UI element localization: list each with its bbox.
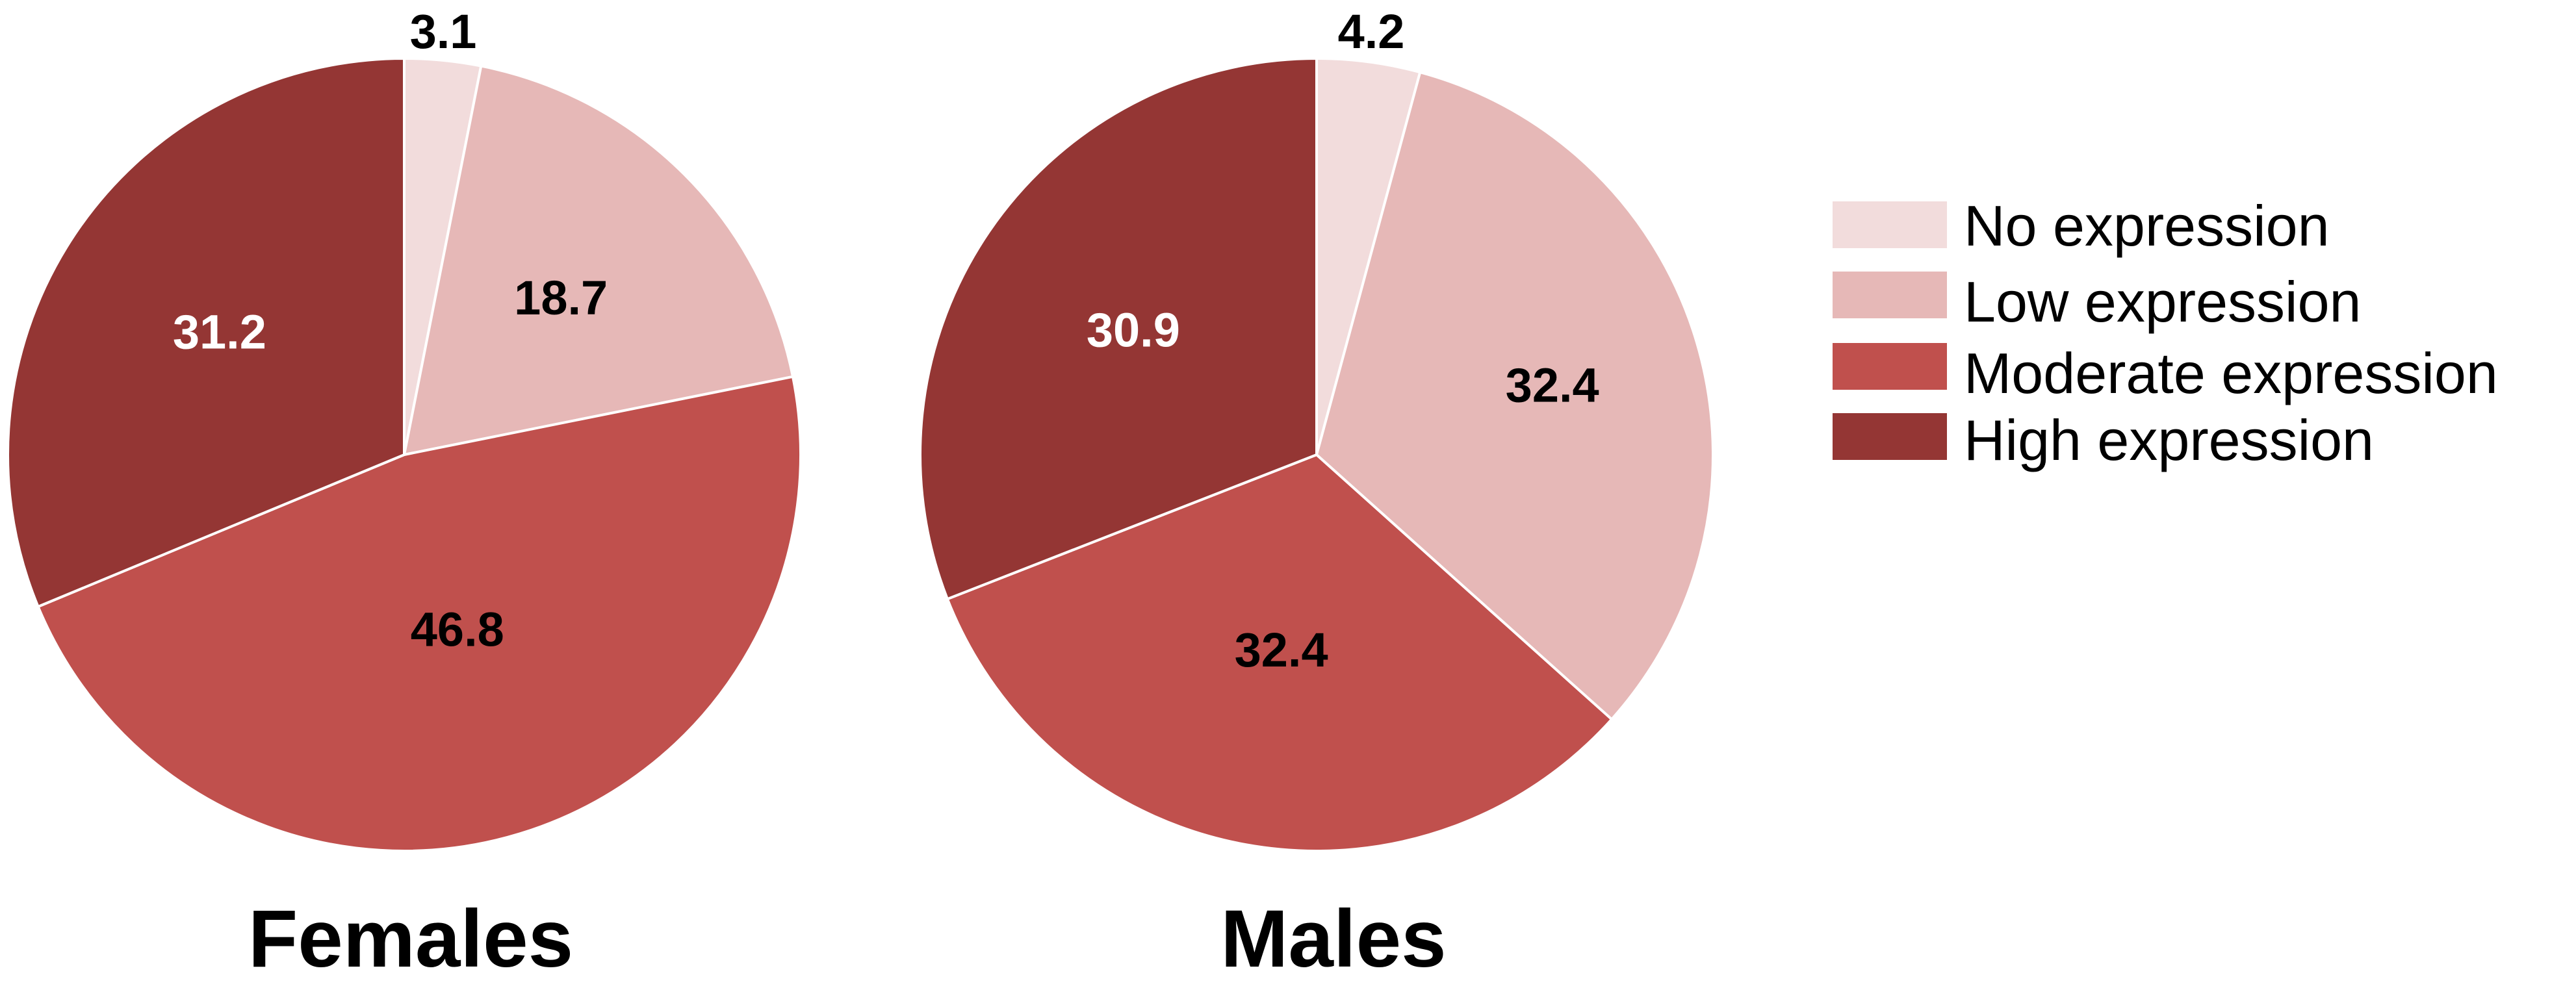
- legend-swatch-moderate-expression: [1833, 343, 1947, 390]
- legend-label-high-expression: High expression: [1964, 408, 2374, 472]
- slice-label-moderate-expression: 46.8: [411, 602, 504, 656]
- pie-chart-males: 4.2 32.4 32.4 30.9: [919, 5, 1714, 852]
- legend-label-no-expression: No expression: [1964, 194, 2330, 258]
- slice-label-low-expression: 32.4: [1506, 359, 1599, 412]
- legend-item-low-expression: Low expression: [1833, 270, 2361, 334]
- pie-slice-low-expression: [402, 64, 795, 457]
- slice-label-no-expression: 3.1: [410, 5, 477, 58]
- slice-label-no-expression: 4.2: [1338, 5, 1405, 58]
- legend-item-moderate-expression: Moderate expression: [1833, 341, 2498, 405]
- pie-title-males: Males: [1220, 894, 1446, 984]
- slice-label-high-expression: 30.9: [1087, 303, 1180, 357]
- legend-label-low-expression: Low expression: [1964, 270, 2361, 334]
- legend-item-high-expression: High expression: [1833, 408, 2374, 472]
- slice-label-high-expression: 31.2: [173, 305, 266, 359]
- legend-swatch-low-expression: [1833, 272, 1947, 318]
- legend-swatch-no-expression: [1833, 201, 1947, 248]
- pie-slice-moderate-expression: [36, 375, 802, 852]
- legend-item-no-expression: No expression: [1833, 194, 2330, 258]
- slice-label-moderate-expression: 32.4: [1235, 623, 1328, 677]
- legend-swatch-high-expression: [1833, 413, 1947, 460]
- pie-slice-low-expression: [1315, 70, 1714, 722]
- slice-label-low-expression: 18.7: [514, 271, 608, 325]
- pie-slice-high-expression: [919, 57, 1318, 601]
- pie-title-females: Females: [248, 894, 573, 984]
- legend: No expression Low expression Moderate ex…: [1833, 194, 2498, 472]
- pie-slice-moderate-expression: [946, 453, 1614, 852]
- pie-chart-females: 3.1 18.7 46.8 31.2: [6, 5, 802, 852]
- pie-slice-high-expression: [6, 57, 406, 609]
- legend-label-moderate-expression: Moderate expression: [1964, 341, 2498, 405]
